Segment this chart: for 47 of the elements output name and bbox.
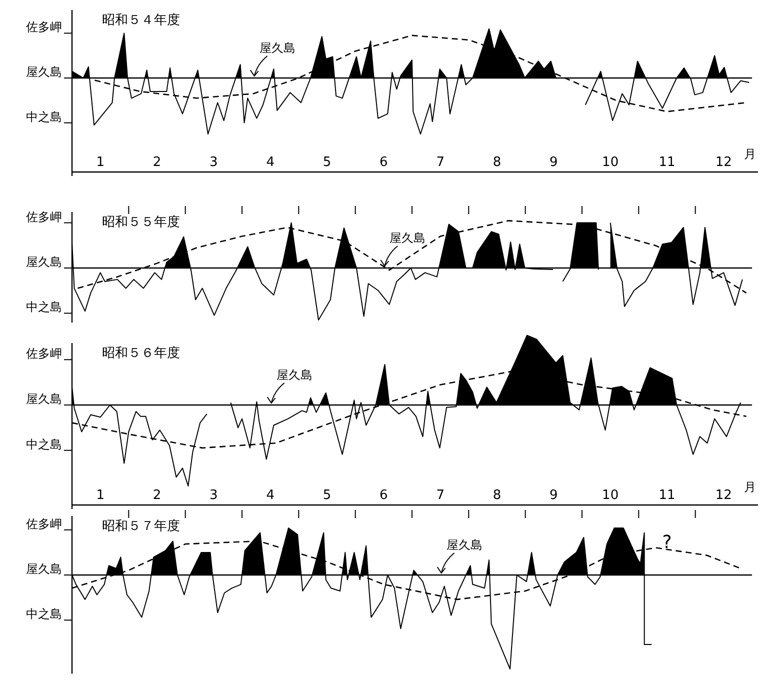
ref-line-label: 中之島 bbox=[26, 110, 62, 124]
ref-line-label: 中之島 bbox=[26, 607, 62, 622]
ref-line-label: 屋久島 bbox=[26, 65, 62, 79]
x-tick-label: 2 bbox=[152, 488, 162, 503]
ref-line-label: 佐多岬 bbox=[26, 20, 62, 34]
x-tick-label: 5 bbox=[322, 155, 332, 170]
x-tick-label: 1 bbox=[96, 155, 104, 170]
x-tick-label: 8 bbox=[492, 488, 502, 503]
ref-line-label: 中之島 bbox=[26, 437, 62, 452]
ref-line-label: 中之島 bbox=[26, 300, 62, 314]
x-tick-label: 3 bbox=[210, 488, 218, 503]
x-tick-label: 10 bbox=[602, 488, 619, 503]
x-tick-label: 6 bbox=[380, 488, 388, 503]
x-axis-title: 月 bbox=[744, 147, 756, 161]
ref-line-label: 佐多岬 bbox=[26, 346, 62, 361]
x-axis-title: 月 bbox=[744, 480, 756, 494]
annotation: 屋久島 bbox=[446, 538, 482, 552]
x-tick-label: 1 bbox=[96, 488, 104, 503]
x-tick-label: 8 bbox=[492, 155, 502, 170]
x-tick-label: 11 bbox=[658, 488, 676, 503]
ref-line-label: 屋久島 bbox=[26, 392, 62, 406]
x-tick-label: 11 bbox=[658, 155, 676, 170]
chart-title: 昭和５４年度 bbox=[102, 12, 180, 28]
x-tick-label: 9 bbox=[550, 488, 558, 503]
annotation: 屋久島 bbox=[276, 368, 312, 382]
ref-line-label: 佐多岬 bbox=[26, 516, 62, 531]
x-tick-label: 10 bbox=[602, 155, 619, 170]
x-tick-label: 7 bbox=[436, 155, 444, 170]
x-tick-label: 9 bbox=[550, 155, 558, 170]
x-tick-label: 7 bbox=[436, 488, 444, 503]
text: 昭和５６年度 bbox=[102, 345, 180, 361]
x-tick-label: 4 bbox=[266, 488, 274, 503]
ref-line-label: 屋久島 bbox=[26, 255, 62, 269]
annotation: 屋久島 bbox=[390, 231, 426, 245]
x-tick-label: 3 bbox=[210, 155, 218, 170]
x-tick-label: 2 bbox=[152, 155, 162, 170]
ref-line-label: 佐多岬 bbox=[26, 210, 62, 224]
ref-line-label: 屋久島 bbox=[26, 562, 62, 576]
annotation: ? bbox=[662, 532, 672, 553]
x-tick-label: 4 bbox=[266, 155, 274, 170]
x-tick-label: 12 bbox=[715, 155, 732, 170]
x-tick-label: 5 bbox=[322, 488, 332, 503]
chart-title: 昭和５５年度 bbox=[102, 214, 180, 230]
chart-title: 昭和５７年度 bbox=[102, 518, 180, 534]
x-tick-label: 12 bbox=[715, 488, 732, 503]
annotation: 屋久島 bbox=[259, 41, 296, 55]
x-tick-label: 6 bbox=[380, 155, 388, 170]
